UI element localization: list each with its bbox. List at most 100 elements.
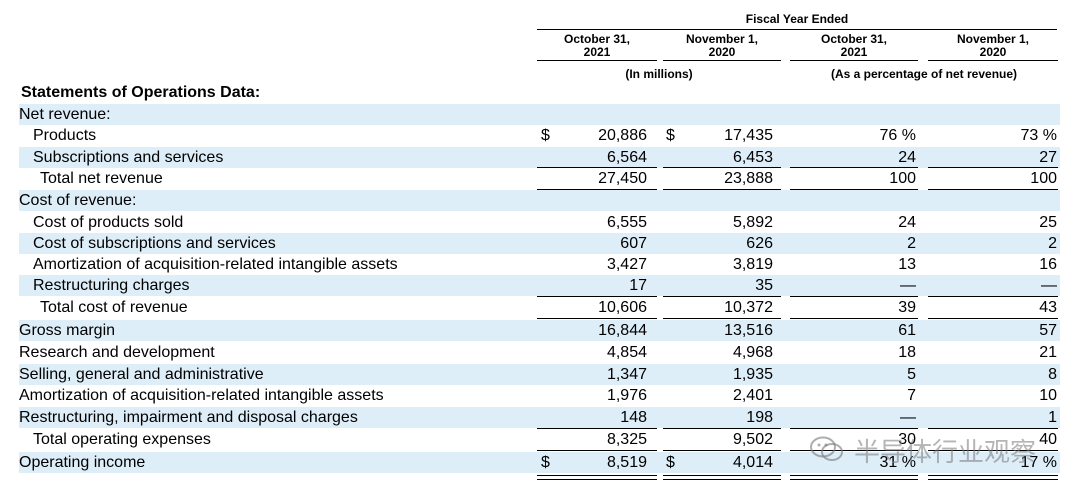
rule-line — [928, 189, 1058, 190]
dollar-sign: $ — [666, 454, 675, 471]
column-header-1: October 31, 2021 — [537, 33, 657, 59]
row-label: Research and development — [19, 344, 215, 361]
value-cell-1: 148 — [620, 409, 647, 426]
value-cell-4: 21 — [1039, 344, 1057, 361]
row-label: Cost of subscriptions and services — [33, 235, 276, 252]
row-label: Amortization of acquisition-related inta… — [33, 256, 398, 273]
watermark-text: 半导体行业观察 — [854, 438, 1037, 468]
value-cell-3: 18 — [898, 344, 916, 361]
value-cell-2: 10,372 — [724, 299, 773, 316]
table-row: Total net revenue 27,450 23,888 100 100 — [19, 168, 1060, 189]
rule-line — [790, 450, 918, 451]
dollar-sign: $ — [666, 127, 675, 144]
value-cell-2: 626 — [746, 235, 773, 252]
dollar-sign: $ — [541, 127, 550, 144]
row-label: Restructuring charges — [33, 277, 190, 294]
row-label: Amortization of acquisition-related inta… — [19, 387, 384, 404]
value-cell-3: 5 — [907, 366, 916, 383]
value-cell-3: — — [900, 409, 916, 426]
in-millions-label: (In millions) — [625, 67, 693, 81]
value-cell-4: 16 — [1039, 256, 1057, 273]
value-cell-1: 17 — [629, 277, 647, 294]
table-row: Research and development 4,854 4,968 18 21 — [19, 342, 1060, 363]
value-cell-2: 1,935 — [732, 366, 773, 383]
value-cell-4: 73 % — [1020, 127, 1057, 144]
value-cell-1: 16,844 — [598, 322, 647, 339]
value-cell-4: 17 % — [1020, 454, 1057, 471]
value-cell-3: 13 — [898, 256, 916, 273]
value-cell-2: 198 — [746, 409, 773, 426]
value-cell-3: — — [900, 277, 916, 294]
rule-line — [663, 167, 781, 168]
rule-line — [790, 189, 918, 190]
value-cell-1: 4,854 — [606, 344, 647, 361]
rule-line — [928, 296, 1058, 297]
rule-line — [663, 189, 781, 190]
rule-line — [663, 475, 781, 476]
value-cell-1: 20,886 — [598, 127, 647, 144]
rule-line — [663, 479, 781, 480]
row-label: Restructuring, impairment and disposal c… — [19, 409, 358, 426]
row-label: Cost of products sold — [33, 214, 184, 231]
rule-line — [928, 428, 1058, 429]
value-cell-3: 100 — [889, 170, 916, 187]
value-cell-1 — [527, 104, 647, 125]
value-cell-1: 607 — [620, 235, 647, 252]
value-cell-3: 24 — [898, 149, 916, 166]
value-cell-4: 100 — [1030, 170, 1057, 187]
row-label: Net revenue: — [19, 106, 111, 123]
wechat-icon — [810, 436, 843, 461]
column-header-2: November 1, 2020 — [663, 33, 781, 59]
column-header-3-line1: October 31, — [820, 32, 888, 46]
table-row: Amortization of acquisition-related inta… — [19, 385, 1060, 406]
value-cell-1: 1,976 — [606, 387, 647, 404]
row-label: Operating income — [19, 454, 146, 471]
value-cell-3: 24 — [898, 214, 916, 231]
row-label: Products — [33, 127, 97, 144]
table-row: Total cost of revenue 10,606 10,372 39 43 — [19, 297, 1060, 318]
rule-line — [537, 296, 657, 297]
row-label: Total net revenue — [40, 170, 163, 187]
table-row: Cost of subscriptions and services 607 626… — [19, 233, 1060, 254]
rule-line — [537, 167, 657, 168]
rule-line — [537, 318, 657, 319]
table-row: Net revenue: — [19, 104, 1060, 125]
value-cell-4 — [937, 190, 1057, 211]
value-cell-3: 61 — [898, 322, 916, 339]
rule-line — [928, 167, 1058, 168]
value-cell-4: 40 — [1039, 431, 1057, 448]
rule-line — [928, 318, 1058, 319]
value-cell-3: 30 — [898, 431, 916, 448]
value-cell-4: 1 — [1048, 409, 1057, 426]
column-header-3-line2: 2021 — [840, 45, 868, 59]
value-cell-2: 6,453 — [732, 149, 773, 166]
fiscal-year-header: Fiscal Year Ended — [745, 12, 849, 26]
value-cell-2: 23,888 — [724, 170, 773, 187]
value-cell-2 — [653, 104, 773, 125]
dollar-sign: $ — [541, 454, 550, 471]
value-cell-2 — [653, 190, 773, 211]
rule-line — [663, 296, 781, 297]
value-cell-4 — [937, 104, 1057, 125]
table-row: Cost of revenue: — [19, 190, 1060, 211]
table-row: Total operating expenses 8,325 9,502 30 40 — [19, 429, 1060, 450]
watermark: 半导体行业观察 — [810, 430, 1060, 470]
table-row: Gross margin 16,844 13,516 61 57 — [19, 320, 1060, 341]
value-cell-3: 76 % — [879, 127, 916, 144]
value-cell-4: 27 — [1039, 149, 1057, 166]
value-cell-2: 35 — [755, 277, 773, 294]
rule-line — [537, 189, 657, 190]
table-row: Restructuring charges 17 35 — — — [19, 275, 1060, 296]
table-row: Cost of products sold 6,555 5,892 24 25 — [19, 212, 1060, 233]
value-cell-1: 6,555 — [606, 214, 647, 231]
column-header-4-line2: 2020 — [979, 45, 1007, 59]
value-cell-2: 9,502 — [732, 431, 773, 448]
value-cell-1: 6,564 — [606, 149, 647, 166]
table-row: Operating income $ $8,519 4,014 31 % 17 % — [19, 452, 1060, 473]
rule-line — [663, 318, 781, 319]
value-cell-4: — — [1041, 277, 1057, 294]
rule-line — [790, 296, 918, 297]
rule-line — [928, 450, 1058, 451]
rule-line — [790, 475, 918, 476]
column-header-2-line2: 2020 — [708, 45, 736, 59]
